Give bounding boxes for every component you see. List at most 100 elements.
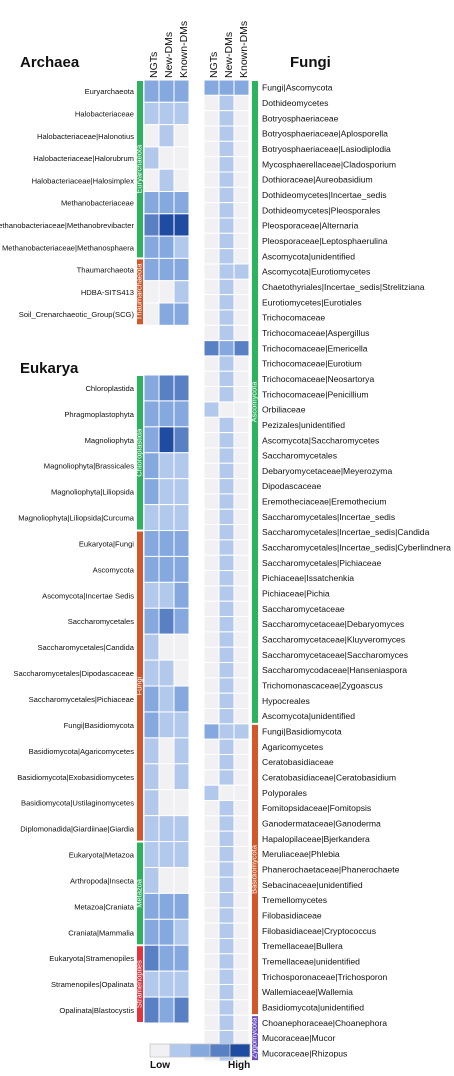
archaea-cell [143,168,160,192]
archaea-cell [158,213,175,237]
fungi-row-label: Dothideomycetes|Pleosporales [262,205,380,215]
legend-swatch [149,1043,171,1058]
fungi-cell [218,1029,235,1047]
archaea-cell [143,101,160,126]
archaea-row-label: Euryarchaeota [85,87,135,96]
fungi-row-label: Dothideomycetes [262,98,328,108]
fungi-cell [233,677,250,694]
fungi-cell [233,447,250,464]
eukarya-cell [143,815,160,843]
fungi-cell [203,723,220,740]
legend-low-label: Low [150,1060,170,1071]
fungi-cell [203,891,220,909]
fungi-cell [218,692,235,710]
fungi-cell [203,202,220,219]
fungi-row-label: Ganodermataceae|Ganoderma [262,819,381,829]
archaea-cell [143,191,160,215]
archaea-cell [173,79,190,103]
eukarya-cell [173,970,190,998]
archaea-row-label: Halobacteriaceae|Halosimplex [32,176,135,185]
fungi-cell [233,570,250,587]
eukarya-cell [143,452,160,480]
fungi-cell [203,217,220,234]
fungi-row-label: Basidiomycota|unidentified [262,1002,364,1012]
fungi-cell [203,462,220,480]
fungi-row-label: Eurotiomycetes|Eurotiales [262,297,362,307]
fungi-row-label: Ceratobasidiaceae|Ceratobasidium [262,773,396,783]
archaea-group-label: Thaumarchaeota [135,263,144,321]
eukarya-cell [173,815,190,843]
eukarya-cell [173,996,190,1024]
fungi-row-label: Choanephoraceae|Choanephora [262,1018,387,1028]
fungi-cell [218,110,235,127]
fungi-cell [233,662,250,679]
fungi-row-label: Saccharomycetaceae [262,604,345,614]
eukarya-cell [158,530,175,557]
fungi-cell [203,324,220,342]
archaea-cell [143,280,160,304]
fungi-cell [203,140,220,158]
fungi-cell [218,937,235,955]
fungi-cell [233,186,250,204]
eukarya-row-label: Magnoliophyta|Liliopsida|Curcuma [18,514,135,523]
fungi-cell [218,386,235,403]
eukarya-cell [158,426,175,454]
fungi-row-label: Saccharomycetaceae|Kluyveromyces [262,635,405,645]
eukarya-cell [158,918,175,946]
fungi-cell [218,94,235,112]
fungi-group-label: Ascomycota [250,381,259,423]
eukarya-cell [158,685,175,713]
fungi-row-label: Trichocomaceae|Penicillium [262,389,369,399]
fungi-cell [203,999,220,1016]
eukarya-row-label: Magnoliophyta [85,436,135,445]
eukarya-cell [143,892,160,920]
archaea-cell [173,168,190,192]
fungi-cell [203,769,220,786]
eukarya-cell [173,400,190,428]
fungi-cell [203,968,220,985]
fungi-row-label: Filobasidiaceae [262,910,322,920]
legend-swatch [189,1043,211,1058]
fungi-cell [203,616,220,633]
eukarya-row-label: Stramenopiles|Opalinata [51,980,135,989]
eukarya-cell [173,685,190,713]
fungi-row-label: Ascomycota|Eurotiomycetes [262,267,370,277]
fungi-cell [233,263,250,280]
eukarya-row-label: Magnoliophyta|Liliopsida [51,488,135,497]
eukarya-cell [158,452,175,480]
fungi-cell [218,401,235,418]
archaea-cell [143,124,160,148]
eukarya-cell [158,633,175,661]
eukarya-cell [158,996,175,1024]
fungi-cell [218,171,235,188]
fungi-cell [218,754,235,771]
fungi-row-label: Eremotheciaceae|Eremothecium [262,497,387,507]
fungi-row-label: Saccharomycodaceae|Hanseniaspora [262,665,407,675]
fungi-row-label: Trichosporonaceae|Trichosporon [262,972,388,982]
eukarya-cell [173,581,190,609]
fungi-cell [203,692,220,710]
eukarya-cell [173,633,190,661]
eukarya-cell [158,944,175,972]
fungi-row-label: Hypocreales [262,696,310,706]
column-header-ngts-fungi: NGTs [208,52,220,78]
fungi-cell [203,524,220,541]
fungi-row-label: Saccharomycetales|Incertae_sedis|Candida [262,527,430,537]
eukarya-group-bar [137,842,143,945]
archaea-cell [143,79,160,103]
fungi-cell [218,294,235,311]
eukarya-row-label: Basidiomycota|Exobasidiomycetes [17,773,134,782]
eukarya-cell [158,607,175,635]
archaea-cell [173,235,190,259]
archaea-row-label: Halobacteriaceae|Halonotius [37,132,134,141]
eukarya-cell [143,944,160,972]
fungi-cell [218,708,235,725]
fungi-cell [233,1014,250,1031]
group-bars-layer: Euryarchaeota Thaumarchaeota Chloroplastid… [135,81,259,1061]
fungi-cell [203,662,220,679]
fungi-cell [233,846,250,863]
fungi-row-label: Phanerochaetaceae|Phanerochaete [262,864,400,874]
archaea-title: Archaea [20,54,80,71]
fungi-row-label: Botryosphaeriaceae|Aplosporella [262,129,388,139]
eukarya-cell [173,478,190,506]
